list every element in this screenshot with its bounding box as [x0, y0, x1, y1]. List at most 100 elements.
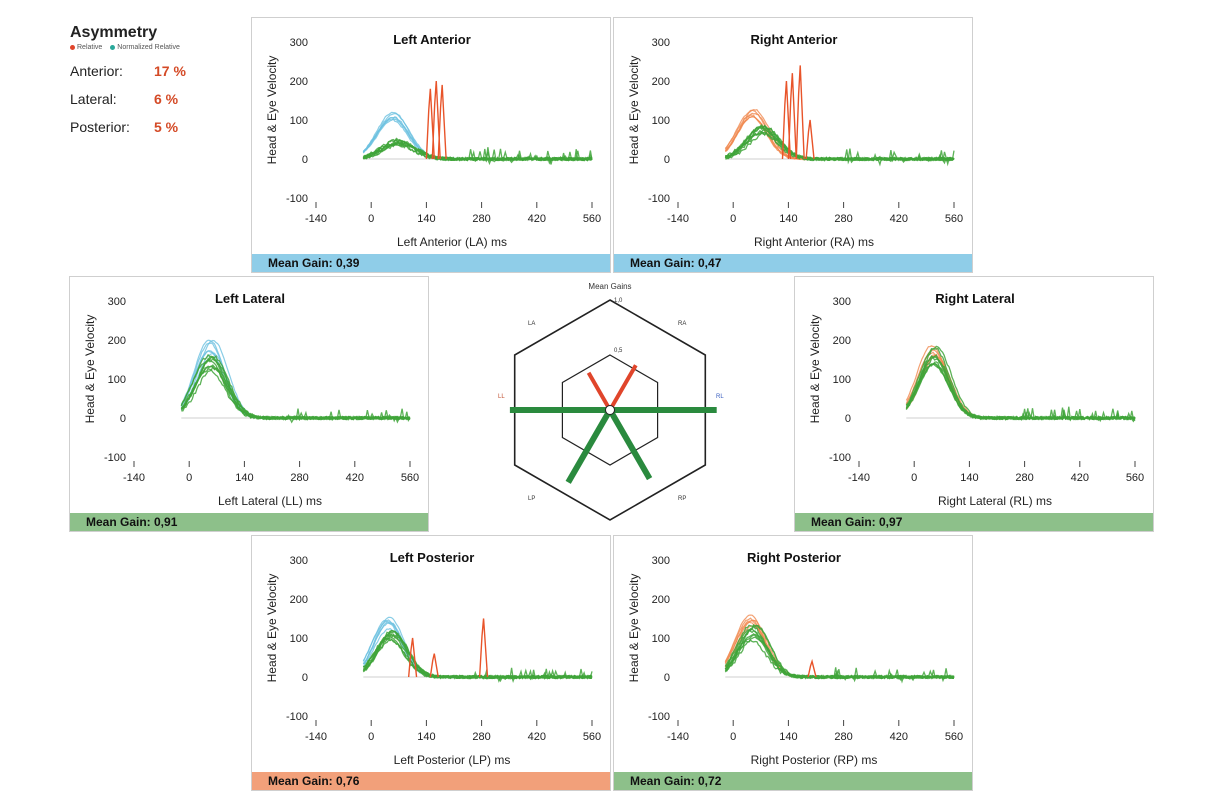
y-axis-label: Head & Eye Velocity [627, 574, 641, 683]
x-axis-label: Left Posterior (LP) ms [394, 753, 511, 767]
asymmetry-panel: Asymmetry Relative Normalized Relative A… [70, 24, 245, 135]
saccade-line [787, 73, 797, 160]
chart-title: Right Posterior [747, 550, 841, 565]
x-tick-label: 420 [528, 731, 546, 743]
relative-dot-icon [70, 44, 75, 50]
radar-axis-label: LP [528, 496, 535, 502]
x-tick-label: 420 [890, 213, 908, 225]
x-axis-label: Right Lateral (RL) ms [938, 494, 1052, 508]
y-tick-label: 200 [652, 76, 670, 88]
y-tick-label: 200 [833, 335, 851, 347]
radar-inner-hexagon [561, 354, 659, 466]
x-tick-label: -140 [848, 472, 870, 484]
mean-gains-radar: Mean Gains 1,0 0,5 LA RA LL RL LP RP [490, 276, 730, 532]
eye-velocity-line [363, 632, 593, 683]
x-tick-label: 280 [472, 213, 490, 225]
eye-velocity-line [905, 347, 1136, 421]
chart-svg: Left Anterior Head & Eye Velocity -100 0 100… [265, 32, 601, 249]
eye-velocity-line [362, 633, 593, 680]
x-axis-label: Left Lateral (LL) ms [218, 494, 322, 508]
y-tick-label: -100 [104, 452, 126, 464]
mean-gain-bar: Mean Gain: 0,97 [795, 513, 1153, 531]
y-tick-label: -100 [829, 452, 851, 464]
mean-gain-bar: Mean Gain: 0,91 [70, 513, 428, 531]
asymmetry-title: Asymmetry [70, 24, 158, 41]
radar-axis-label: RP [678, 496, 686, 502]
chart-title: Left Anterior [393, 32, 471, 47]
y-tick-label: -100 [286, 711, 308, 723]
chart-svg: Right Posterior Head & Eye Velocity -100 0 1… [627, 550, 963, 767]
x-tick-label: 0 [730, 731, 736, 743]
chart-svg: Left Posterior Head & Eye Velocity -100 0 10… [265, 550, 601, 767]
chart-panel-left-anterior: Left Anterior Head & Eye Velocity -100 0 100… [251, 17, 611, 273]
y-axis-label: Head & Eye Velocity [83, 315, 97, 424]
y-tick-label: 0 [664, 154, 670, 166]
y-tick-label: 100 [652, 115, 670, 127]
radar-outer-label: 1,0 [614, 298, 623, 304]
y-tick-label: -100 [286, 193, 308, 205]
x-tick-label: 560 [1126, 472, 1144, 484]
y-tick-label: 200 [290, 76, 308, 88]
chart-title: Right Anterior [751, 32, 838, 47]
radar-inner-label: 0,5 [614, 348, 623, 354]
eye-velocity-line [180, 368, 411, 421]
radar-outer-hexagon [513, 299, 707, 521]
asymmetry-value: 5 % [154, 119, 179, 135]
chart-panel-left-lateral: Left Lateral Head & Eye Velocity -100 0 100 2… [69, 276, 429, 532]
y-tick-label: 0 [120, 413, 126, 425]
eye-velocity-line [906, 362, 1136, 421]
y-tick-label: 100 [290, 115, 308, 127]
x-tick-label: 280 [834, 731, 852, 743]
legend-relative: Relative [70, 44, 102, 51]
saccade-line [807, 658, 817, 678]
x-tick-label: 140 [235, 472, 253, 484]
y-axis-label: Head & Eye Velocity [265, 56, 279, 165]
radar-gain-ra [608, 364, 638, 411]
x-tick-label: 560 [583, 213, 601, 225]
radar-center-dot [605, 405, 615, 415]
saccade-line [437, 84, 447, 160]
y-tick-label: 100 [290, 633, 308, 645]
saccade-line [429, 653, 439, 678]
y-tick-label: 300 [652, 555, 670, 567]
y-tick-label: 100 [833, 374, 851, 386]
x-tick-label: 140 [417, 213, 435, 225]
asymmetry-row-lateral: Lateral: 6 % [70, 91, 179, 107]
x-tick-label: 420 [346, 472, 364, 484]
chart-title: Left Posterior [390, 550, 475, 565]
chart-panel-right-posterior: Right Posterior Head & Eye Velocity -100 0 1… [613, 535, 973, 791]
x-tick-label: 140 [779, 213, 797, 225]
eye-velocity-line [362, 638, 593, 680]
y-tick-label: 300 [290, 555, 308, 567]
x-tick-label: 140 [779, 731, 797, 743]
head-velocity-line [905, 354, 1009, 420]
x-tick-label: 560 [945, 213, 963, 225]
y-axis-label: Head & Eye Velocity [265, 574, 279, 683]
chart-svg: Right Anterior Head & Eye Velocity -100 0 10… [627, 32, 963, 249]
y-tick-label: -100 [648, 193, 670, 205]
y-tick-label: 200 [652, 594, 670, 606]
chart-panel-right-lateral: Right Lateral Head & Eye Velocity -100 0 100… [794, 276, 1154, 532]
x-axis-label: Left Anterior (LA) ms [397, 235, 507, 249]
y-tick-label: 300 [652, 37, 670, 49]
chart-panel-left-posterior: Left Posterior Head & Eye Velocity -100 0 10… [251, 535, 611, 791]
radar-axis-label: RA [678, 321, 686, 327]
x-tick-label: 560 [583, 731, 601, 743]
x-tick-label: 0 [368, 731, 374, 743]
eye-velocity-line [905, 356, 1136, 421]
chart-panel-right-anterior: Right Anterior Head & Eye Velocity -100 0 10… [613, 17, 973, 273]
y-tick-label: -100 [648, 711, 670, 723]
eye-velocity-line [905, 355, 1136, 422]
eye-velocity-line [363, 634, 593, 680]
x-tick-label: 0 [730, 213, 736, 225]
x-tick-label: 0 [368, 213, 374, 225]
saccade-line [795, 65, 805, 160]
x-tick-label: 280 [834, 213, 852, 225]
x-tick-label: 420 [1071, 472, 1089, 484]
asymmetry-row-posterior: Posterior: 5 % [70, 119, 179, 135]
y-axis-label: Head & Eye Velocity [808, 315, 822, 424]
y-tick-label: 0 [302, 154, 308, 166]
x-tick-label: 560 [401, 472, 419, 484]
x-tick-label: -140 [305, 731, 327, 743]
eye-velocity-line [180, 354, 411, 424]
